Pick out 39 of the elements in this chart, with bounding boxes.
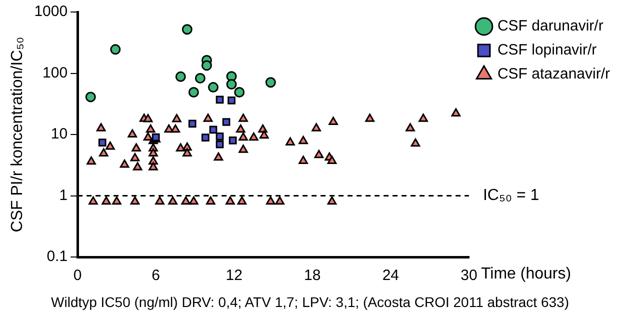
point bbox=[98, 138, 106, 146]
y-tick-label: 10 bbox=[50, 126, 68, 143]
point bbox=[182, 24, 192, 35]
point bbox=[265, 77, 276, 88]
x-tick-label: 6 bbox=[152, 267, 160, 284]
y-axis-title: CSF PI/r koncentration/IC₅₀ bbox=[9, 36, 26, 232]
x-axis-title: Time (hours) bbox=[480, 265, 572, 282]
text: Wildtyp IC50 (ng/ml) DRV: 0,4; ATV 1,7; LPV: 3,1; (Acosta CROI 2011 abstract 633) bbox=[50, 294, 570, 310]
point bbox=[216, 96, 224, 104]
ref-line-label: IC₅₀ = 1 bbox=[482, 187, 540, 204]
point bbox=[234, 86, 245, 98]
point bbox=[110, 44, 121, 55]
y-tick-label: 100 bbox=[42, 64, 68, 82]
y-tick-label: 1000 bbox=[34, 3, 68, 20]
x-tick-label: 24 bbox=[382, 267, 400, 284]
point bbox=[188, 86, 199, 98]
point bbox=[228, 136, 237, 144]
point bbox=[228, 96, 236, 104]
point bbox=[208, 82, 219, 93]
y-tick-label: 0.1 bbox=[46, 248, 68, 266]
legend-label: CSF atazanavir/r bbox=[497, 66, 610, 83]
point bbox=[201, 60, 212, 71]
legend-label: CSF lopinavir/r bbox=[497, 42, 597, 59]
point bbox=[226, 79, 237, 90]
point bbox=[216, 132, 224, 140]
point bbox=[175, 71, 186, 82]
point bbox=[209, 126, 218, 134]
point bbox=[85, 92, 96, 102]
point bbox=[194, 72, 206, 84]
x-tick-label: 18 bbox=[304, 267, 321, 284]
x-tick-label: 0 bbox=[73, 267, 82, 284]
x-tick-label: 12 bbox=[226, 267, 242, 284]
point bbox=[222, 118, 230, 126]
point bbox=[188, 120, 196, 128]
y-tick-label: 1 bbox=[59, 186, 68, 204]
point bbox=[201, 134, 210, 142]
legend-label: CSF darunavir/r bbox=[497, 18, 604, 35]
point bbox=[216, 140, 224, 148]
x-tick-label: 30 bbox=[460, 267, 478, 284]
